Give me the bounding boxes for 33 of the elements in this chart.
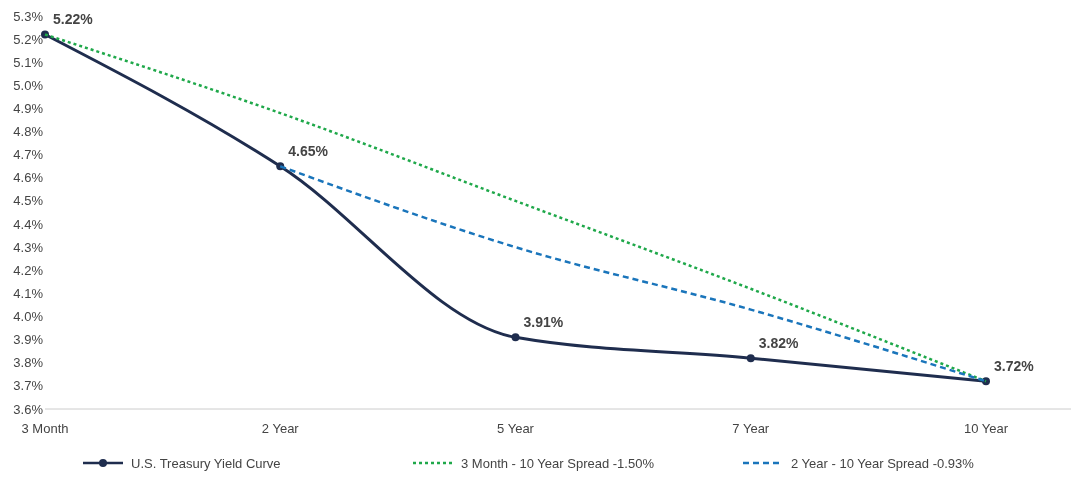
data-label: 3.82% [758,335,799,352]
data-label: 4.65% [288,143,329,160]
point [746,354,755,363]
data-label: 3.91% [523,314,564,331]
x-tick-label: 3 Month [21,421,69,436]
y-tick-label: 5.1% [13,54,44,70]
y-tick-label: 4.2% [13,262,44,278]
y-tick-label: 4.1% [13,285,44,301]
x-tick-label: 7 Year [732,421,770,436]
y-tick-label: 4.9% [13,101,44,117]
y-tick-label: 3.9% [13,332,44,348]
legend-label: 3 Month - 10 Year Spread -1.50% [461,455,655,471]
legend-label: U.S. Treasury Yield Curve [131,455,281,471]
y-tick-label: 4.6% [13,170,44,186]
data-label: 5.22% [53,11,94,28]
y-tick-label: 3.6% [13,401,44,417]
y-tick-label: 5.2% [13,31,44,47]
data-label: 3.72% [994,358,1035,375]
y-tick-label: 4.7% [13,147,44,163]
x-tick-label: 10 Year [963,421,1009,436]
y-tick-label: 4.5% [13,193,44,209]
y-tick-label: 5.3% [13,8,44,24]
y-tick-label: 3.8% [13,355,44,371]
y-tick-label: 4.8% [13,124,44,140]
point [511,333,520,342]
y-tick-label: 5.0% [13,77,44,93]
y-tick-label: 4.4% [13,216,44,232]
x-tick-label: 2 Year [261,421,300,436]
legend-label: 2 Year - 10 Year Spread -0.93% [791,455,975,471]
x-tick-label: 5 Year [497,421,535,436]
y-tick-label: 3.7% [13,378,44,394]
y-tick-label: 4.3% [13,239,44,255]
y-tick-label: 4.0% [13,309,44,325]
